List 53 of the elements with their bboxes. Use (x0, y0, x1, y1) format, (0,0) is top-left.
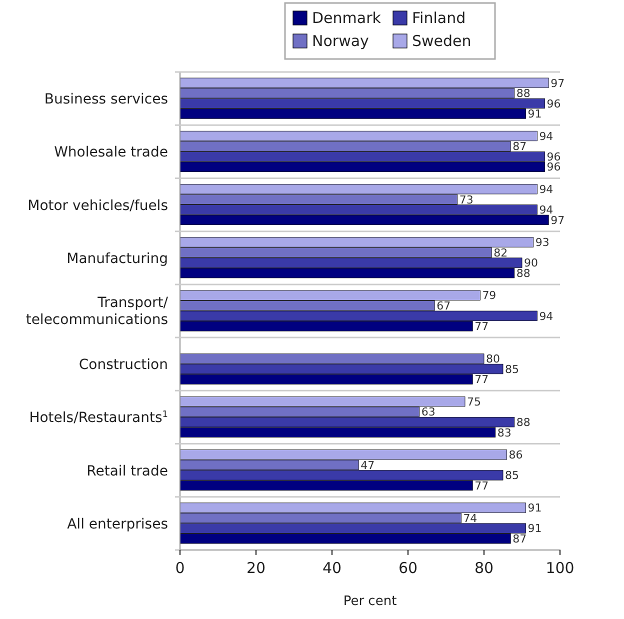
data-label: 86 (508, 448, 523, 462)
x-tick-label: 60 (398, 559, 418, 577)
data-label: 94 (539, 130, 554, 143)
x-tick-label: 80 (474, 559, 494, 577)
data-label: 96 (546, 150, 561, 164)
data-label: 88 (516, 87, 530, 100)
x-tick-label: 40 (322, 559, 342, 577)
data-label: 80 (486, 352, 500, 366)
data-label: 82 (494, 246, 508, 260)
data-label: 85 (505, 469, 519, 482)
y-tick-label: Wholesale trade (54, 144, 168, 161)
data-label: 63 (421, 406, 436, 419)
data-label: 91 (528, 522, 542, 536)
data-label: 73 (459, 193, 474, 206)
y-tick-label: Retail trade (86, 463, 168, 480)
data-label: 79 (482, 289, 496, 302)
y-tick-label: All enterprises (67, 516, 168, 532)
data-label: 97 (550, 214, 565, 227)
data-label: 96 (546, 97, 561, 110)
data-label: 97 (550, 76, 565, 90)
data-label: 75 (467, 395, 481, 408)
data-label: 47 (360, 458, 375, 472)
data-label: 96 (546, 160, 561, 174)
data-label: 93 (535, 236, 550, 250)
data-label: 77 (474, 373, 489, 386)
y-tick-label: Motor vehicles/fuels (28, 198, 168, 214)
y-tick-label: Business services (44, 92, 168, 108)
y-tick-label: Construction (78, 357, 168, 374)
data-label: 74 (463, 512, 478, 525)
data-label: 94 (539, 310, 554, 323)
legend-label: Sweden (412, 32, 472, 50)
y-tick-label: Transport/telecommunications (26, 295, 168, 328)
data-label: 91 (528, 108, 542, 121)
legend-label: Norway (312, 32, 370, 50)
data-label: 87 (512, 140, 527, 154)
data-label: 67 (436, 300, 451, 312)
legend-label: Finland (412, 9, 466, 27)
data-label: 87 (512, 532, 527, 546)
data-label: 83 (497, 426, 512, 440)
data-label: 77 (474, 479, 489, 492)
data-label: 85 (505, 362, 519, 376)
data-label: 88 (516, 416, 530, 429)
x-tick-label: 20 (246, 559, 266, 577)
legend-label: Denmark (312, 9, 382, 27)
data-label: 94 (539, 183, 554, 196)
x-tick-label: 0 (175, 559, 185, 577)
y-tick-label: Hotels/Restaurants$^{1}$ (29, 410, 168, 426)
x-tick-label: 100 (546, 559, 574, 577)
y-tick-label: Manufacturing (66, 250, 168, 267)
data-label: 94 (539, 204, 554, 217)
data-label: 91 (528, 502, 542, 515)
x-axis-title: Per cent (343, 594, 397, 609)
data-label: 77 (474, 320, 489, 334)
